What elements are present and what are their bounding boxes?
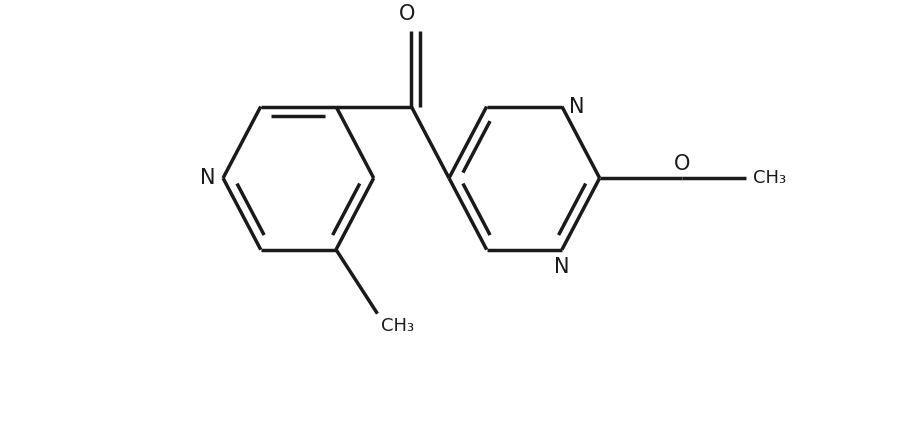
Text: CH₃: CH₃	[753, 169, 786, 187]
Text: N: N	[200, 168, 216, 188]
Text: N: N	[554, 257, 569, 277]
Text: CH₃: CH₃	[382, 318, 414, 336]
Text: N: N	[569, 97, 585, 116]
Text: O: O	[674, 155, 691, 174]
Text: O: O	[399, 4, 415, 24]
